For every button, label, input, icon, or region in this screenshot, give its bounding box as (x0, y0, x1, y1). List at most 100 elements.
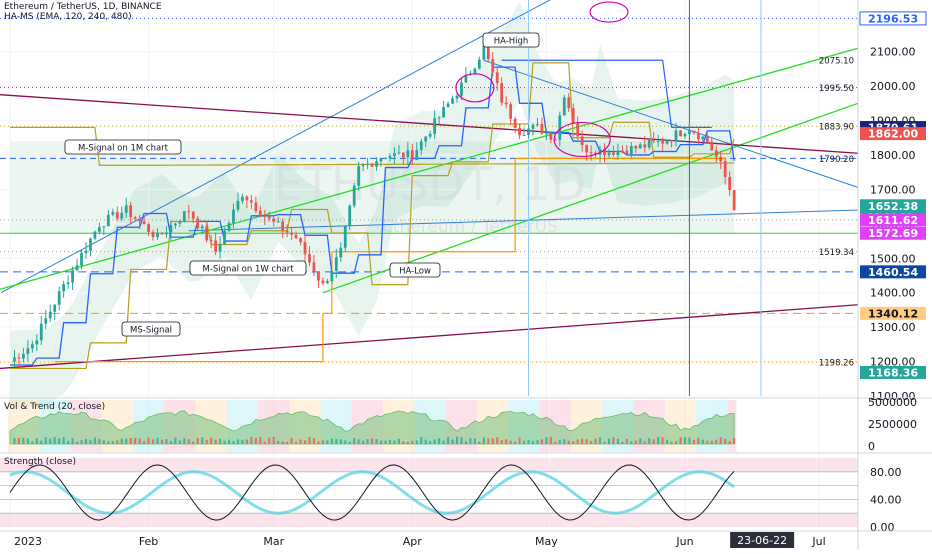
vol-bar (456, 436, 458, 444)
candle-body (379, 158, 383, 162)
symbol-title: Ethereum / TetherUS, 1D, BINANCE (4, 2, 162, 12)
vol-bar (585, 439, 588, 444)
vol-bar (321, 440, 324, 444)
price-badge-bg (860, 213, 926, 227)
level-label: 1519.34 (819, 248, 854, 258)
trend-band (115, 400, 120, 452)
vol-bar (353, 437, 356, 444)
vol-bar (362, 440, 365, 444)
candle-body (312, 262, 316, 273)
candle-body (540, 123, 544, 134)
candle-body (218, 244, 222, 252)
candle-body (553, 139, 557, 141)
vol-bar (165, 438, 168, 444)
candle-body (39, 323, 43, 341)
level-label: 1790.20 (819, 155, 854, 165)
candle-body (357, 166, 361, 186)
vol-bar (643, 441, 646, 444)
candle-body (249, 200, 253, 203)
vol-trend-pane[interactable]: 5000000 2500000 0 (0, 396, 932, 453)
vol-bar (701, 439, 704, 444)
candle-body (442, 106, 445, 118)
candle-body (124, 205, 128, 213)
candle-body (98, 227, 101, 232)
candle-body (647, 140, 651, 148)
candle-body (728, 177, 732, 191)
candle-body (334, 257, 338, 271)
callout-ha-high: HA-High (482, 32, 540, 48)
candle-body (169, 225, 173, 233)
candle-body (160, 232, 164, 235)
vol-bar (219, 438, 222, 444)
candle-body (397, 152, 401, 154)
vol-bar (491, 438, 494, 444)
circle-marker-top (589, 1, 629, 23)
price-badge: 1862.00 (860, 127, 926, 141)
vol-bar (232, 441, 235, 444)
time-axis[interactable]: 2023 Feb Mar Apr May Jun Jul 23-06-22 (0, 530, 932, 548)
candle-body (701, 136, 705, 140)
candle-body (500, 83, 504, 103)
candle-body (245, 196, 249, 201)
level-label: 2075.10 (819, 57, 854, 67)
vol-bar (545, 437, 548, 444)
strength-pane[interactable]: 80.00 40.00 0.00 (0, 452, 932, 534)
vol-bar (259, 437, 262, 444)
vol-bar (679, 437, 682, 444)
vol-bar (473, 438, 476, 444)
candle-body (620, 150, 624, 152)
trend-band (459, 400, 464, 452)
vol-bar (26, 438, 29, 444)
vol-bar (652, 439, 655, 444)
vol-bar (357, 439, 360, 444)
candle-body (451, 98, 454, 104)
vol-bar (549, 436, 552, 444)
vol-bar (366, 439, 369, 444)
vol-bar (134, 438, 137, 444)
candle-body (513, 118, 517, 128)
strength-line (9, 464, 735, 521)
candle-body (643, 144, 647, 148)
candles (13, 42, 736, 368)
candle-body (585, 145, 589, 153)
vol-bar (540, 439, 543, 444)
candle-body (241, 196, 244, 202)
vol-bar (612, 437, 615, 444)
callout-box (482, 32, 540, 48)
price-badge: 1340.12 (860, 306, 926, 320)
candle-body (625, 150, 629, 155)
candle-body (603, 149, 606, 156)
vol-bar (478, 441, 481, 444)
price-badge: 1572.69 (860, 226, 926, 240)
vol-tick-label: 0 (868, 440, 875, 453)
candle-body (17, 357, 21, 359)
price-tick-label: 1700.00 (870, 183, 916, 196)
price-tick-label: 1500.00 (870, 252, 916, 265)
vol-bar (657, 436, 660, 444)
vol-bar (147, 437, 150, 444)
vol-bar (250, 437, 253, 444)
price-axis[interactable]: 2100.002000.001900.001800.001700.001600.… (857, 0, 932, 550)
candle-body (366, 163, 369, 165)
candle-body (142, 221, 146, 225)
vol-bar (576, 439, 579, 444)
trend-band (347, 400, 352, 452)
vol-bar (174, 437, 177, 444)
candle-body (102, 226, 106, 228)
candle-body (723, 161, 727, 178)
candle-body (26, 348, 30, 354)
vol-bar (35, 438, 38, 444)
price-tick-label: 1400.00 (870, 287, 916, 300)
vol-bar (317, 441, 320, 444)
vol-bar (62, 437, 65, 444)
vol-bar (335, 439, 338, 444)
candle-body (325, 281, 329, 284)
trend-band (575, 400, 580, 452)
time-tick-label: Feb (139, 535, 158, 548)
candle-body (317, 272, 320, 281)
vol-bar (639, 438, 642, 444)
level-label: 1995.50 (819, 84, 854, 94)
vol-bar (84, 438, 87, 444)
